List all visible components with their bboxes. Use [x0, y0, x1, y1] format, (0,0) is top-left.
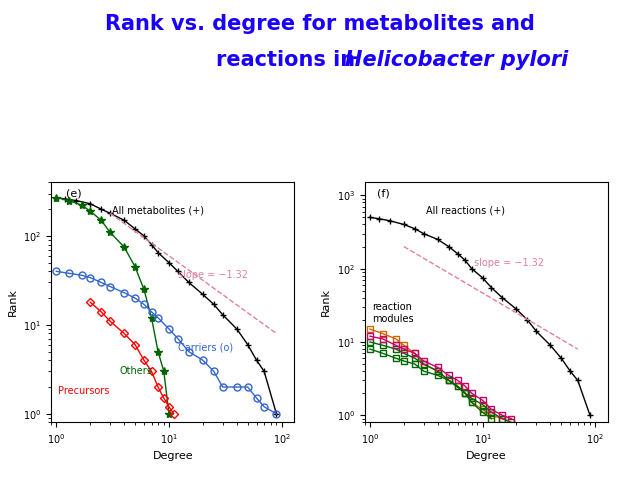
Text: (f): (f) — [377, 189, 390, 199]
Y-axis label: Rank: Rank — [8, 288, 17, 316]
Text: Helicobacter pylori: Helicobacter pylori — [346, 50, 568, 71]
Text: slope = −1.32: slope = −1.32 — [178, 270, 248, 280]
Text: (e): (e) — [66, 189, 81, 199]
Text: All reactions (+): All reactions (+) — [426, 205, 504, 216]
Text: reactions in: reactions in — [216, 50, 363, 71]
Text: slope = −1.32: slope = −1.32 — [474, 258, 544, 268]
Y-axis label: Rank: Rank — [321, 288, 331, 316]
Text: Others: Others — [119, 366, 152, 376]
X-axis label: Degree: Degree — [152, 452, 193, 461]
X-axis label: Degree: Degree — [466, 452, 507, 461]
Text: All metabolites (+): All metabolites (+) — [112, 205, 204, 216]
Text: reaction
modules: reaction modules — [372, 302, 413, 324]
Text: reactions in Helicobacter pylori: reactions in Helicobacter pylori — [0, 479, 1, 480]
Text: Precursors: Precursors — [58, 385, 110, 396]
Text: Carriers (o): Carriers (o) — [178, 342, 233, 352]
Text: Rank vs. degree for metabolites and: Rank vs. degree for metabolites and — [105, 14, 535, 35]
